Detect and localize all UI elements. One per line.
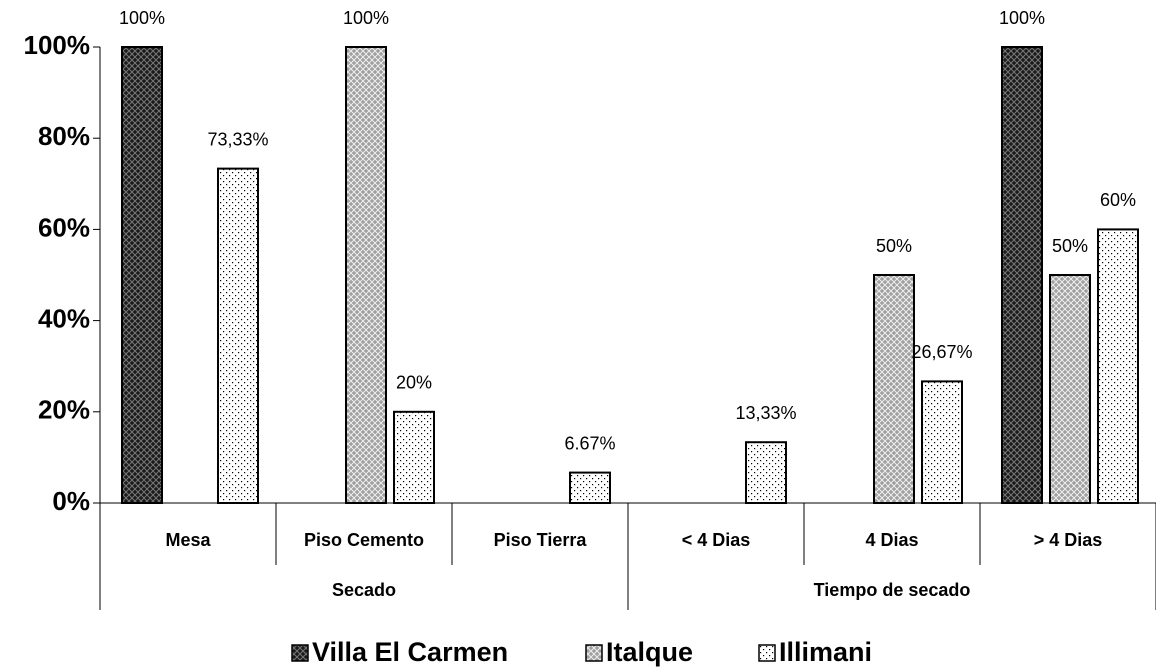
legend-swatch — [758, 644, 776, 662]
bar — [1049, 274, 1091, 504]
data-label: 6.67% — [564, 433, 615, 453]
group-label: Tiempo de secado — [814, 580, 971, 600]
legend-swatch — [585, 644, 603, 662]
legend-label: Italque — [606, 637, 693, 667]
data-label: 60% — [1100, 190, 1136, 210]
data-label: 73,33% — [207, 129, 268, 149]
legend-label: Villa El Carmen — [312, 637, 508, 667]
bar — [569, 471, 611, 505]
bar — [217, 167, 259, 504]
bar — [921, 380, 963, 504]
y-tick-label: 20% — [38, 395, 90, 425]
x-tick-label: < 4 Dias — [682, 530, 751, 550]
bar — [1001, 46, 1043, 504]
data-label: 100% — [999, 8, 1045, 28]
data-label: 26,67% — [911, 342, 972, 362]
data-label: 100% — [119, 8, 165, 28]
bar — [121, 46, 163, 504]
y-tick-label: 0% — [52, 486, 90, 516]
y-tick-label: 60% — [38, 212, 90, 242]
y-tick-label: 80% — [38, 121, 90, 151]
bar — [345, 46, 387, 504]
bar — [873, 274, 915, 504]
group-label: Secado — [332, 580, 396, 600]
x-tick-label: Piso Cemento — [304, 530, 424, 550]
x-tick-label: Piso Tierra — [494, 530, 588, 550]
x-tick-label: Mesa — [165, 530, 211, 550]
bar — [745, 441, 787, 505]
data-label: 20% — [396, 373, 432, 393]
data-label: 100% — [343, 8, 389, 28]
x-tick-label: > 4 Dias — [1034, 530, 1103, 550]
bar — [1097, 228, 1139, 504]
y-tick-label: 40% — [38, 303, 90, 333]
x-tick-label: 4 Dias — [865, 530, 918, 550]
y-tick-label: 100% — [24, 30, 91, 60]
data-label: 50% — [1052, 236, 1088, 256]
data-label: 50% — [876, 236, 912, 256]
legend-label: Illimani — [779, 637, 872, 667]
data-label: 13,33% — [735, 403, 796, 423]
legend-swatch — [291, 644, 309, 662]
bar — [393, 410, 435, 504]
